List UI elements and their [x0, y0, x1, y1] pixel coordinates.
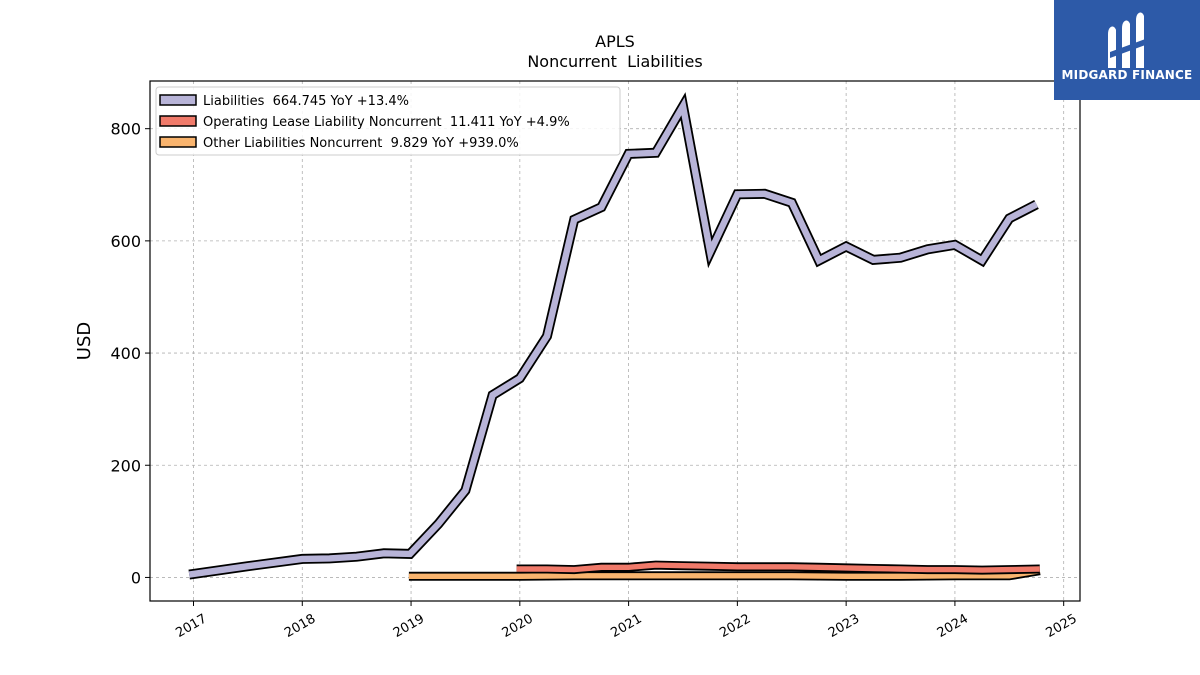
legend-swatch: [159, 115, 197, 127]
legend: Liabilities 664.745 YoY +13.4% Operating …: [155, 86, 621, 156]
y-tick-label: 0: [131, 568, 141, 587]
x-tick-label: 2025: [1044, 611, 1080, 641]
brand-logo: MIDGARD FINANCE: [1054, 0, 1200, 100]
series-line: [516, 562, 1040, 573]
series-line: [408, 568, 1041, 579]
x-tick-label: 2023: [826, 611, 862, 641]
grid: [150, 81, 1080, 601]
legend-label: Liabilities 664.745 YoY +13.4%: [203, 94, 409, 109]
y-axis: 0 200 400 600 800: [110, 120, 150, 587]
x-tick-label: 2021: [608, 611, 644, 641]
x-tick-label: 2022: [717, 611, 753, 641]
series-layer: [188, 92, 1041, 581]
midgard-logo-icon: [1108, 12, 1148, 68]
series-line: [188, 97, 1038, 578]
chart-subtitle: Noncurrent Liabilities: [527, 52, 702, 71]
y-axis-label: USD: [74, 322, 95, 360]
y-tick-label: 200: [110, 456, 141, 475]
legend-swatch: [159, 136, 197, 148]
x-tick-label: 2020: [500, 611, 536, 641]
legend-box: [155, 86, 621, 156]
x-axis: 2017 2018 2019 2020 2021 2022 2023 2024 2025: [173, 601, 1080, 641]
x-tick-label: 2018: [282, 611, 318, 641]
y-tick-label: 600: [110, 232, 141, 251]
y-tick-label: 400: [110, 344, 141, 363]
x-tick-label: 2019: [391, 611, 427, 641]
chart-title: APLS: [595, 32, 635, 51]
x-tick-label: 2017: [173, 611, 209, 641]
legend-swatch: [159, 94, 197, 106]
legend-label: Operating Lease Liability Noncurrent 11.…: [203, 115, 570, 130]
x-tick-label: 2024: [935, 611, 971, 641]
y-tick-label: 800: [110, 120, 141, 139]
legend-label: Other Liabilities Noncurrent 9.829 YoY +…: [203, 136, 519, 151]
plot-frame: [149, 80, 1081, 602]
series-line-outline: [188, 92, 1039, 580]
logo-text: MIDGARD FINANCE: [1061, 68, 1193, 82]
